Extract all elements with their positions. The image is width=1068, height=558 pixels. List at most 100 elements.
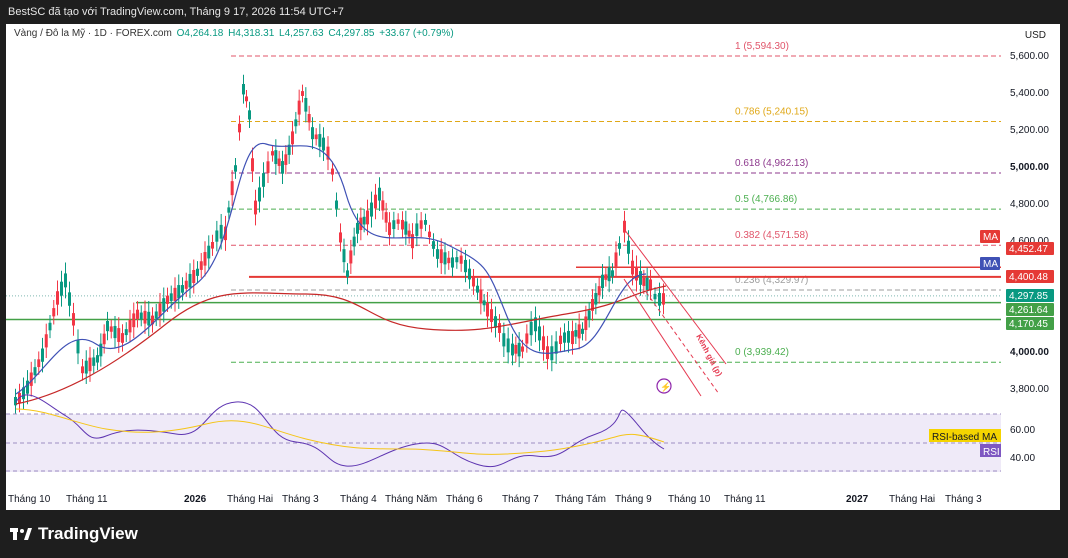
time-tick-label: Tháng 3 (945, 494, 982, 505)
candle-body (554, 341, 558, 354)
price-tag-text: MA (983, 259, 998, 270)
candle-body (72, 313, 75, 326)
candle-body (92, 357, 96, 366)
candle-body (139, 312, 143, 320)
candle-body (439, 249, 443, 264)
candle-body (26, 380, 29, 394)
fib-label: 0 (3,939.42) (735, 347, 789, 358)
rsi-line (15, 394, 665, 468)
candle-body (128, 320, 132, 333)
candle-body (169, 293, 173, 301)
candle-body (432, 241, 435, 249)
candle-body (631, 260, 634, 275)
time-tick-label: Tháng 11 (724, 494, 766, 505)
candle-body (96, 355, 99, 363)
candle-body (502, 333, 506, 347)
candle-body (567, 330, 570, 343)
candle-body (335, 200, 338, 209)
candle-body (447, 257, 451, 264)
high-value: H4,318.31 (228, 28, 275, 39)
open-value: O4,264.18 (176, 28, 224, 39)
symbol-label[interactable]: Vàng / Đô la Mỹ · 1D · FOREX.com (14, 28, 172, 39)
candle-body (415, 223, 419, 236)
tradingview-logo[interactable]: TradingView (10, 524, 138, 544)
price-tag-text: 4,452.47 (1009, 244, 1048, 255)
candle-body (33, 367, 37, 376)
chart-area[interactable]: Vàng / Đô la Mỹ · 1D · FOREX.com O4,264.… (6, 24, 1060, 510)
candle-body (311, 127, 314, 140)
candle-body (113, 326, 117, 339)
candle-body (451, 257, 454, 268)
currency-label[interactable]: USD (1024, 30, 1046, 41)
chart-canvas[interactable]: 1 (5,594.30) 0.786 (5,240.15) 0.618 (4,962… (6, 24, 1060, 510)
candle-body (215, 230, 219, 242)
candle-body (362, 216, 366, 225)
candle-body (472, 277, 475, 287)
candle-body (378, 187, 381, 201)
candle-body (287, 144, 291, 155)
price-tick-label: 3,800.00 (1010, 384, 1049, 395)
time-tick-label: Tháng Tám (555, 494, 606, 505)
low-value: L4,257.63 (279, 28, 324, 39)
candle-body (490, 309, 493, 322)
title-bar: BestSC đã tạo với TradingView.com, Tháng… (8, 6, 344, 18)
fib-label: 0.618 (4,962.13) (735, 158, 808, 169)
time-tick-label: Tháng 7 (502, 494, 539, 505)
candle-body (339, 232, 342, 243)
fib-label: 0.5 (4,766.86) (735, 194, 797, 205)
candle-body (281, 161, 284, 174)
price-tick-label: 5,200.00 (1010, 125, 1049, 136)
candle-body (388, 222, 391, 236)
candle-body (188, 273, 192, 288)
candle-body (147, 311, 151, 326)
rsi-tick-label: 40.00 (1010, 453, 1035, 464)
candle-body (623, 220, 626, 233)
time-tick-label: Tháng Năm (385, 494, 437, 505)
candle-body (428, 231, 431, 238)
candle-body (106, 320, 109, 332)
candle-body (314, 134, 318, 140)
candle-body (584, 316, 588, 331)
time-tick-label: Tháng 9 (615, 494, 652, 505)
price-tick-label: 5,000.00 (1010, 162, 1049, 173)
candle-body (381, 200, 385, 211)
rsi-tag-bg (980, 444, 1001, 457)
candle-body (401, 219, 404, 230)
candle-body (611, 270, 614, 277)
candle-body (294, 119, 298, 127)
candle-body (203, 252, 207, 266)
candle-body (143, 310, 147, 324)
candle-body (184, 280, 188, 289)
candle-body (322, 137, 325, 151)
ma-50-line (15, 143, 647, 395)
candle-body (162, 298, 166, 312)
candle-body (559, 335, 562, 345)
candle-body (506, 338, 510, 353)
fib-label: 0.786 (5,240.15) (735, 107, 808, 118)
candle-body (304, 97, 308, 112)
brand-name: TradingView (38, 524, 138, 543)
candle-body (245, 96, 248, 102)
candle-body (479, 289, 483, 304)
price-tag-text: 4,170.45 (1009, 319, 1048, 330)
close-value: C4,297.85 (328, 28, 375, 39)
candle-body (642, 277, 646, 286)
candle-body (291, 131, 294, 145)
candle-body (649, 279, 652, 291)
footer: TradingView (0, 510, 1068, 558)
candle-body (192, 270, 196, 284)
candle-body (196, 268, 199, 276)
candle-body (346, 270, 349, 277)
candle-body (177, 285, 181, 299)
candle-body (511, 343, 514, 356)
price-tick-label: 4,600.00 (1010, 236, 1049, 247)
price-tag-bg (980, 257, 1000, 270)
candle-body (224, 226, 227, 241)
candle-body (29, 372, 33, 386)
candle-body (37, 359, 41, 368)
candle-body (514, 344, 518, 354)
candle-body (658, 292, 661, 306)
candle-body (227, 207, 231, 213)
ohlc-legend: Vàng / Đô la Mỹ · 1D · FOREX.com O4,264.… (14, 28, 456, 39)
